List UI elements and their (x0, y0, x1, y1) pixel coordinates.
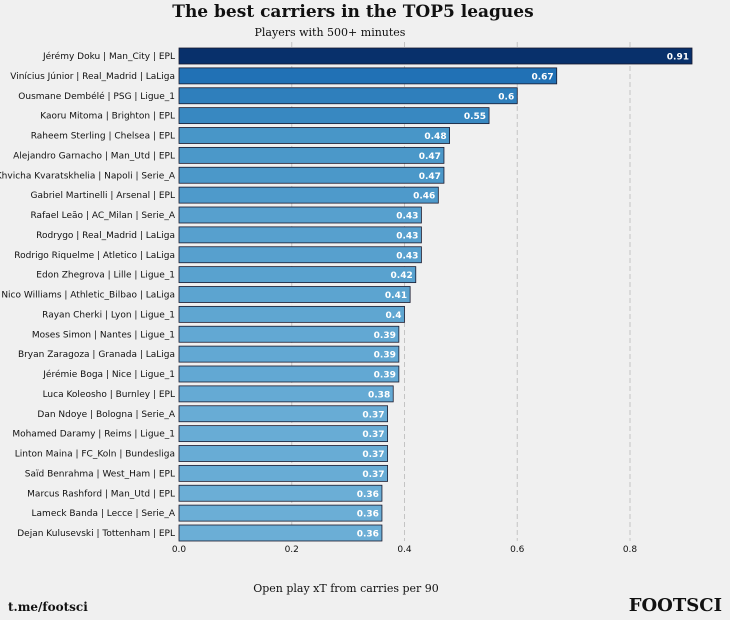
data-label: 0.6 (498, 92, 514, 102)
data-label: 0.42 (391, 271, 413, 281)
x-tick-label: 0.8 (623, 545, 638, 555)
y-tick-label: Marcus Rashford | Man_Utd | EPL (27, 489, 175, 499)
bar (178, 484, 383, 502)
bar (178, 345, 400, 363)
bar (178, 146, 445, 164)
data-label: 0.91 (667, 53, 689, 63)
y-tick-label: Rodrigo Riquelme | Atletico | LaLiga (14, 251, 175, 261)
y-tick-label: Raheem Sterling | Chelsea | EPL (31, 132, 175, 142)
bar (178, 385, 394, 403)
bar (178, 246, 422, 264)
y-tick-label: Jérémie Boga | Nice | Ligue_1 (42, 369, 175, 380)
data-label: 0.55 (464, 112, 486, 122)
chart-subtitle: Players with 500+ minutes (254, 26, 406, 39)
data-label: 0.47 (419, 152, 441, 162)
x-axis-label: Open play xT from carries per 90 (253, 582, 439, 595)
data-label: 0.43 (396, 231, 418, 241)
data-label: 0.36 (357, 490, 379, 500)
data-label: 0.36 (357, 510, 379, 520)
y-tick-label: Rayan Cherki | Lyon | Ligue_1 (42, 310, 175, 320)
x-tick-label: 0.4 (397, 545, 412, 555)
bar (178, 464, 388, 482)
data-label: 0.38 (368, 390, 390, 400)
y-tick-label: Mohamed Daramy | Reims | Ligue_1 (12, 430, 175, 440)
data-label: 0.41 (385, 291, 407, 301)
y-tick-label: Luca Koleosho | Burnley | EPL (43, 390, 175, 400)
y-tick-label: Rafael Leão | AC_Milan | Serie_A (31, 211, 176, 221)
bar (178, 186, 439, 204)
chart-title: The best carriers in the TOP5 leagues (172, 2, 534, 22)
y-tick-label: Gabriel Martinelli | Arsenal | EPL (31, 191, 176, 201)
y-tick-label: Ousmane Dembélé | PSG | Ligue_1 (18, 91, 175, 102)
data-label: 0.37 (362, 450, 384, 460)
bar (178, 445, 388, 462)
y-tick-label: Vinícius Júnior | Real_Madrid | LaLiga (10, 72, 175, 82)
bar (178, 266, 417, 284)
y-tick-label: Nico Williams | Athletic_Bilbao | LaLiga (1, 291, 175, 301)
bar (178, 425, 388, 443)
bar (178, 524, 383, 542)
bar (178, 286, 411, 303)
y-tick-label: Saïd Benrahma | West_Ham | EPL (25, 469, 175, 479)
data-label: 0.37 (362, 430, 384, 440)
bar (178, 47, 693, 65)
y-tick-label: Rodrygo | Real_Madrid | LaLiga (36, 231, 175, 241)
data-label: 0.46 (413, 192, 435, 202)
data-label: 0.67 (531, 72, 553, 82)
bar (178, 365, 400, 383)
bar (178, 305, 405, 323)
data-label: 0.39 (374, 331, 396, 341)
y-tick-label: Alejandro Garnacho | Man_Utd | EPL (13, 151, 175, 161)
bar (178, 166, 445, 184)
y-tick-label: Dejan Kulusevski | Tottenham | EPL (17, 529, 175, 539)
bar (178, 206, 422, 224)
bar (178, 87, 518, 105)
y-tick-label: Edon Zhegrova | Lille | Ligue_1 (36, 271, 175, 281)
brand-logo: FOOTSCI (628, 595, 722, 616)
y-tick-label: Lameck Banda | Lecce | Serie_A (32, 509, 176, 519)
bar (178, 325, 400, 343)
y-tick-label: Kaoru Mitoma | Brighton | EPL (40, 112, 175, 122)
data-label: 0.48 (424, 132, 446, 142)
x-tick-label: 0.2 (285, 545, 299, 555)
data-label: 0.43 (396, 212, 418, 222)
telegram-link[interactable]: t.me/footsci (8, 600, 88, 614)
data-label: 0.39 (374, 371, 396, 381)
y-tick-label: Khvicha Kvaratskhelia | Napoli | Serie_A (0, 171, 176, 181)
data-label: 0.39 (374, 351, 396, 361)
data-label: 0.36 (357, 530, 379, 540)
data-label: 0.47 (419, 172, 441, 182)
data-label: 0.43 (396, 251, 418, 261)
y-tick-label: Moses Simon | Nantes | Ligue_1 (32, 330, 175, 340)
x-tick-label: 0.6 (510, 545, 525, 555)
bar (178, 226, 422, 244)
bar (178, 504, 383, 522)
bar (178, 127, 451, 144)
y-tick-label: Jérémy Doku | Man_City | EPL (42, 51, 175, 62)
bar (178, 107, 490, 125)
data-label: 0.37 (362, 470, 384, 480)
y-tick-label: Dan Ndoye | Bologna | Serie_A (37, 410, 175, 420)
bar (178, 67, 558, 85)
y-tick-label: Linton Maina | FC_Koln | Bundesliga (15, 450, 175, 460)
y-tick-label: Bryan Zaragoza | Granada | LaLiga (18, 350, 175, 360)
x-tick-label: 0.0 (172, 545, 187, 555)
data-label: 0.37 (362, 410, 384, 420)
bar (178, 405, 388, 423)
data-label: 0.4 (386, 311, 402, 321)
